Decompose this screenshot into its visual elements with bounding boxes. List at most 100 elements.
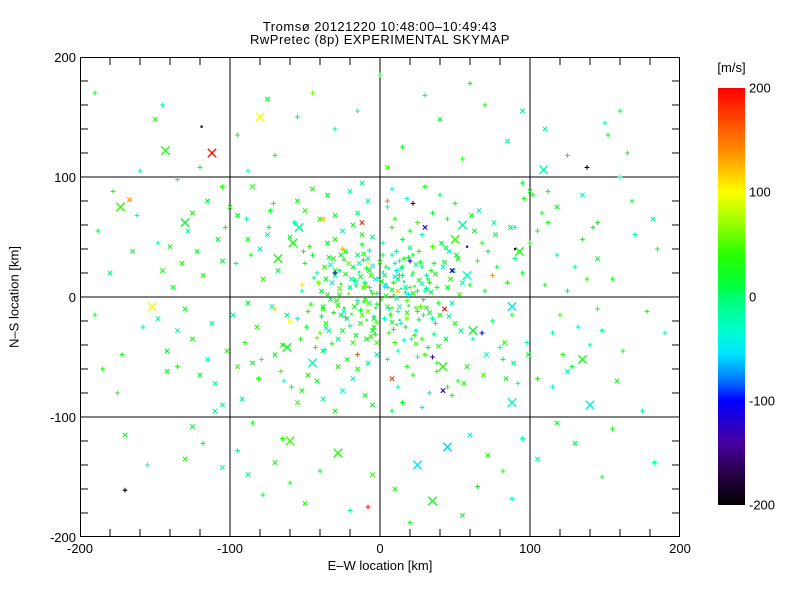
scatter-point [320, 216, 326, 222]
y-tick-label: -200 [49, 530, 76, 545]
scatter-point [298, 336, 303, 342]
scatter-point [305, 309, 311, 314]
scatter-point [309, 186, 316, 192]
scatter-point [395, 309, 401, 314]
scatter-point [602, 120, 608, 126]
scatter-point [321, 264, 328, 270]
scatter-point [367, 262, 370, 265]
scatter-point [354, 210, 361, 216]
scatter-point [476, 208, 482, 214]
scatter-point [374, 306, 377, 309]
scatter-point [327, 262, 334, 268]
title-line2: RwPretec (8p) EXPERIMENTAL SKYMAP [250, 32, 510, 47]
scatter-point [174, 328, 181, 334]
scatter-point [594, 256, 601, 262]
scatter-point [219, 464, 226, 470]
scatter-point [342, 248, 349, 254]
scatter-point [347, 292, 350, 295]
scatter-point [440, 388, 446, 394]
scatter-point [350, 376, 356, 382]
scatter-point [271, 201, 276, 206]
scatter-point [322, 347, 327, 353]
scatter-point [406, 292, 411, 297]
scatter-point [332, 408, 338, 414]
scatter-plot-canvas [80, 57, 680, 537]
colorbar-tick-label: -200 [749, 497, 776, 513]
scatter-point [230, 312, 236, 318]
scatter-point [431, 261, 437, 266]
x-tick-label: 200 [669, 541, 691, 556]
scatter-point-large [282, 342, 292, 353]
scatter-point [599, 474, 605, 480]
scatter-point [220, 184, 225, 189]
scatter-point [662, 330, 668, 336]
scatter-point [545, 220, 551, 225]
scatter-point [329, 341, 335, 347]
scatter-point [357, 274, 364, 280]
scatter-point [383, 293, 389, 299]
scatter-point [333, 298, 340, 304]
scatter-point-large [585, 400, 595, 410]
scatter-point [510, 360, 517, 366]
scatter-point [320, 304, 326, 310]
scatter-point [92, 90, 98, 96]
scatter-point-large [507, 397, 517, 408]
scatter-point [317, 330, 323, 336]
scatter-point [350, 340, 356, 346]
scatter-point [564, 368, 571, 374]
scatter-point [365, 504, 371, 510]
scatter-point [398, 265, 404, 271]
scatter-point [250, 420, 255, 426]
scatter-point [245, 168, 251, 174]
scatter-point [373, 315, 376, 318]
scatter-point [394, 268, 399, 273]
scatter-point [425, 345, 431, 350]
scatter-point [446, 313, 452, 319]
scatter-point [389, 252, 395, 258]
scatter-point [339, 388, 346, 394]
scatter-point [284, 312, 290, 318]
scatter-point [492, 232, 499, 238]
scatter-point [360, 284, 367, 290]
scatter-point [494, 264, 500, 270]
scatter-point [365, 301, 371, 307]
scatter-point [368, 334, 374, 340]
scatter-point [374, 319, 380, 325]
scatter-point [257, 246, 263, 252]
scatter-point-large [462, 270, 472, 281]
scatter-point [587, 342, 593, 348]
scatter-point [464, 364, 470, 370]
scatter-point [134, 213, 140, 218]
scatter-point [482, 102, 488, 108]
scatter-point [302, 261, 308, 266]
scatter-point [384, 164, 391, 170]
scatter-point [369, 328, 376, 334]
scatter-point [392, 261, 398, 266]
scatter-point [215, 236, 221, 242]
scatter-point [272, 352, 278, 358]
scatter-point [392, 340, 398, 345]
scatter-point [359, 241, 365, 247]
scatter-point [449, 300, 455, 306]
scatter-point [400, 144, 405, 150]
scatter-point [260, 492, 266, 498]
scatter-point [527, 240, 533, 246]
scatter-point [254, 324, 260, 330]
scatter-point-large [427, 496, 438, 506]
scatter-point [403, 289, 408, 295]
scatter-point [509, 496, 515, 501]
scatter-point [388, 267, 391, 270]
scatter-point [480, 372, 487, 378]
scatter-point [504, 138, 511, 144]
scatter-point [361, 257, 366, 263]
scatter-point [557, 312, 563, 318]
scatter-point [503, 376, 509, 382]
scatter-point [329, 280, 335, 286]
scatter-point [447, 276, 454, 282]
scatter-point [391, 327, 396, 332]
scatter-point [410, 290, 416, 296]
scatter-point [385, 204, 390, 210]
scatter-point [355, 285, 358, 288]
scatter-point [389, 312, 392, 315]
scatter-point [365, 256, 371, 262]
